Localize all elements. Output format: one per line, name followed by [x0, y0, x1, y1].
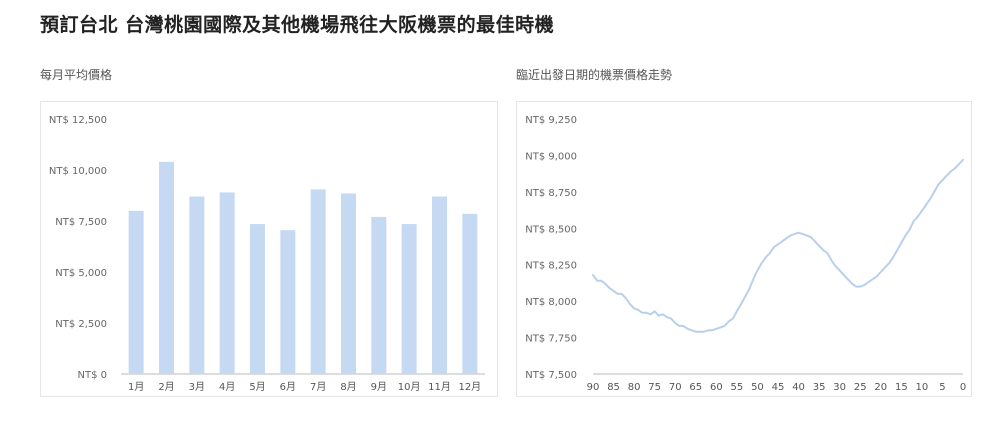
x-tick-label: 5 — [939, 382, 945, 393]
price-trend-chart-panel: NT$ 7,500 NT$ 7,750 NT$ 8,000 NT$ 8,250 NT$ … — [516, 101, 972, 397]
x-tick-label: 65 — [689, 382, 702, 393]
x-tick-label: 0 — [960, 382, 966, 393]
y-tick-label: NT$ 5,000 — [55, 268, 107, 279]
x-tick-label: 30 — [833, 382, 846, 393]
y-tick-label: NT$ 8,750 — [525, 188, 577, 199]
bar[interactable] — [401, 224, 417, 374]
x-tick-label: 1月 — [128, 381, 144, 393]
x-tick-label: 45 — [772, 382, 785, 393]
x-tick-label: 40 — [792, 382, 805, 393]
bar[interactable] — [128, 210, 144, 374]
y-tick-label: NT$ 7,500 — [525, 370, 577, 381]
x-tick-label: 90 — [587, 382, 600, 393]
y-tick-label: NT$ 8,500 — [525, 224, 577, 235]
bar[interactable] — [250, 224, 265, 374]
x-tick-label: 20 — [874, 382, 887, 393]
bar[interactable] — [280, 230, 296, 374]
bar[interactable] — [310, 189, 326, 374]
page-title: 預訂台北 台灣桃園國際及其他機場飛往大阪機票的最佳時機 — [40, 14, 555, 36]
bar[interactable] — [432, 196, 447, 374]
x-tick-label: 2月 — [158, 381, 174, 393]
y-tick-label: NT$ 10,000 — [49, 166, 107, 177]
bar[interactable] — [371, 216, 387, 374]
x-tick-label: 50 — [751, 382, 764, 393]
x-tick-label: 11月 — [428, 381, 451, 393]
bar[interactable] — [159, 161, 174, 374]
y-tick-label: NT$ 7,500 — [55, 217, 107, 228]
x-tick-label: 80 — [628, 382, 641, 393]
monthly-price-chart-panel: NT$ 0 NT$ 2,500 NT$ 5,000 NT$ 7,500 NT$ 10,0… — [40, 101, 498, 397]
x-tick-label: 75 — [648, 382, 661, 393]
y-tick-label: NT$ 12,500 — [49, 115, 107, 126]
bar[interactable] — [462, 213, 478, 374]
x-tick-label: 70 — [669, 382, 682, 393]
y-tick-label: NT$ 0 — [78, 370, 108, 381]
x-tick-label: 85 — [607, 382, 620, 393]
y-tick-label: NT$ 9,000 — [525, 151, 577, 162]
x-tick-label: 25 — [854, 382, 867, 393]
bar[interactable] — [189, 196, 205, 374]
monthly-chart-title: 每月平均價格 — [40, 68, 113, 82]
x-tick-label: 6月 — [280, 381, 296, 393]
x-tick-label: 3月 — [189, 381, 205, 393]
y-tick-label: NT$ 8,000 — [525, 297, 577, 308]
x-tick-label: 60 — [710, 382, 723, 393]
y-tick-label: NT$ 7,750 — [525, 334, 577, 345]
x-tick-label: 12月 — [458, 381, 481, 393]
bar[interactable] — [219, 192, 235, 374]
x-tick-label: 10月 — [398, 381, 421, 393]
x-tick-label: 55 — [731, 382, 744, 393]
x-tick-label: 8月 — [340, 381, 356, 393]
bar[interactable] — [341, 193, 356, 374]
x-tick-label: 4月 — [219, 381, 235, 393]
x-tick-label: 35 — [813, 382, 826, 393]
monthly-price-bar-chart: NT$ 0 NT$ 2,500 NT$ 5,000 NT$ 7,500 NT$ 10,0… — [49, 115, 485, 393]
x-tick-label: 10 — [916, 382, 929, 393]
x-tick-label: 7月 — [310, 381, 326, 393]
price-trend-line-chart: NT$ 7,500 NT$ 7,750 NT$ 8,000 NT$ 8,250 NT$ … — [525, 115, 966, 393]
y-tick-label: NT$ 8,250 — [525, 261, 577, 272]
price-trend-line[interactable] — [592, 158, 964, 333]
trend-chart-title: 臨近出發日期的機票價格走勢 — [516, 68, 673, 82]
x-tick-label: 9月 — [371, 381, 387, 393]
y-tick-label: NT$ 9,250 — [525, 115, 577, 126]
x-tick-label: 5月 — [249, 381, 265, 393]
x-tick-label: 15 — [895, 382, 908, 393]
y-tick-label: NT$ 2,500 — [55, 319, 107, 330]
